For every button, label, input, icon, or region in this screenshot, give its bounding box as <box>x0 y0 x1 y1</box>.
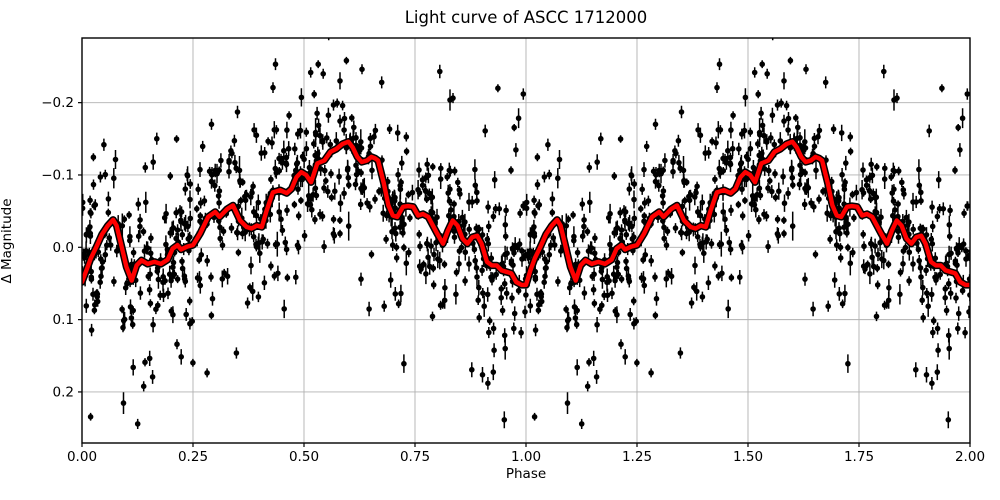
x-tick-label: 1.50 <box>733 449 763 465</box>
x-tick-label: 0.75 <box>400 449 430 465</box>
x-tick-label: 1.25 <box>622 449 652 465</box>
y-tick-label: 0.1 <box>53 312 74 328</box>
chart-title: Light curve of ASCC 1712000 <box>404 8 648 27</box>
x-tick-label: 0.25 <box>178 449 208 465</box>
smoothed-curve <box>82 139 970 288</box>
x-tick-label: 1.00 <box>511 449 541 465</box>
x-tick-label: 0.50 <box>289 449 319 465</box>
y-tick-label: −0.2 <box>41 95 74 111</box>
x-tick-label: 1.75 <box>844 449 874 465</box>
y-axis-label: Δ Magnitude <box>0 198 15 284</box>
y-tick-label: −0.1 <box>41 167 74 183</box>
y-tick-label: 0.0 <box>53 240 74 256</box>
x-tick-label: 0.00 <box>67 449 97 465</box>
x-tick-label: 2.00 <box>955 449 985 465</box>
x-axis-label: Phase <box>505 466 547 482</box>
y-tick-label: 0.2 <box>53 384 74 400</box>
